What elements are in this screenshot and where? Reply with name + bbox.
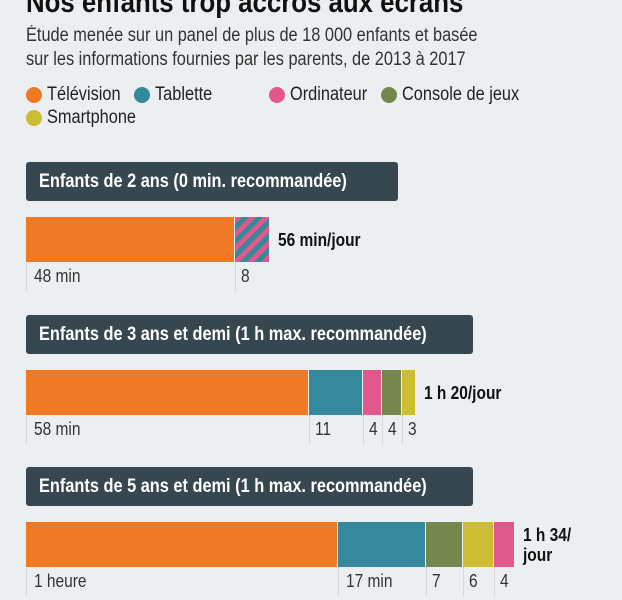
bar-segment	[401, 370, 416, 415]
segment-divider	[462, 567, 464, 597]
legend-label: Smartphone	[47, 107, 137, 128]
legend-item: Console de jeux	[381, 84, 538, 106]
bar-segment	[338, 522, 426, 567]
total-label: 56 min/jour	[277, 230, 361, 250]
bar-segment	[26, 217, 234, 262]
legend-item: Télévision	[26, 84, 133, 106]
segment-divider	[309, 415, 311, 445]
group-header: Enfants de 3 ans et demi (1 h max. recom…	[26, 315, 473, 354]
bar-segment	[26, 522, 337, 567]
segment-divider	[494, 567, 495, 597]
group-header: Enfants de 5 ans et demi (1 h max. recom…	[26, 467, 473, 506]
bar-segment	[234, 217, 269, 262]
segment-label: 48 min	[34, 266, 81, 286]
bar-segment	[494, 522, 514, 567]
segment-divider	[401, 415, 403, 445]
segment-divider	[26, 262, 27, 292]
segment-label: 7	[432, 571, 442, 591]
total-label: 1 h 20/jour	[424, 383, 502, 403]
segment-label: 1 heure	[34, 571, 87, 591]
segment-label: 3	[407, 419, 417, 439]
segment-divider	[362, 415, 364, 445]
total-label: 1 h 34/jour	[522, 525, 571, 565]
segment-divider	[26, 415, 27, 445]
bar-segment	[26, 370, 309, 415]
segment-label: 11	[315, 419, 332, 439]
bar-segment	[362, 370, 382, 415]
segment-label: 6	[468, 571, 478, 591]
chart-title: Nos enfants trop accros aux écrans	[26, 0, 464, 19]
legend-label: Console de jeux	[402, 84, 520, 105]
bar-segment	[426, 522, 462, 567]
legend-swatch	[134, 87, 150, 103]
bar-segment	[309, 370, 362, 415]
segment-label: 8	[240, 266, 250, 286]
legend-swatch	[269, 87, 285, 103]
segment-label: 4	[388, 419, 397, 439]
legend-swatch	[26, 110, 42, 126]
legend-label: Télévision	[47, 84, 121, 105]
segment-label: 4	[368, 419, 378, 439]
segment-label: 17 min	[346, 571, 393, 591]
legend-swatch	[26, 87, 42, 103]
group-header: Enfants de 2 ans (0 min. recommandée)	[26, 162, 398, 201]
segment-divider	[382, 415, 384, 445]
segment-divider	[338, 567, 339, 597]
segment-divider	[234, 262, 236, 292]
segment-divider	[426, 567, 428, 597]
segment-divider	[26, 567, 27, 597]
legend-label: Tablette	[155, 84, 213, 105]
segment-label: 4	[500, 571, 509, 591]
segment-label: 58 min	[34, 419, 81, 439]
bar-segment	[462, 522, 493, 567]
legend-label: Ordinateur	[290, 84, 368, 105]
legend-item: Ordinateur	[269, 84, 380, 106]
legend-swatch	[381, 87, 397, 103]
legend-item: Tablette	[134, 84, 222, 106]
chart-subtitle: Étude menée sur un panel de plus de 18 0…	[26, 25, 478, 70]
legend-item: Smartphone	[26, 107, 151, 129]
bar-segment	[382, 370, 401, 415]
